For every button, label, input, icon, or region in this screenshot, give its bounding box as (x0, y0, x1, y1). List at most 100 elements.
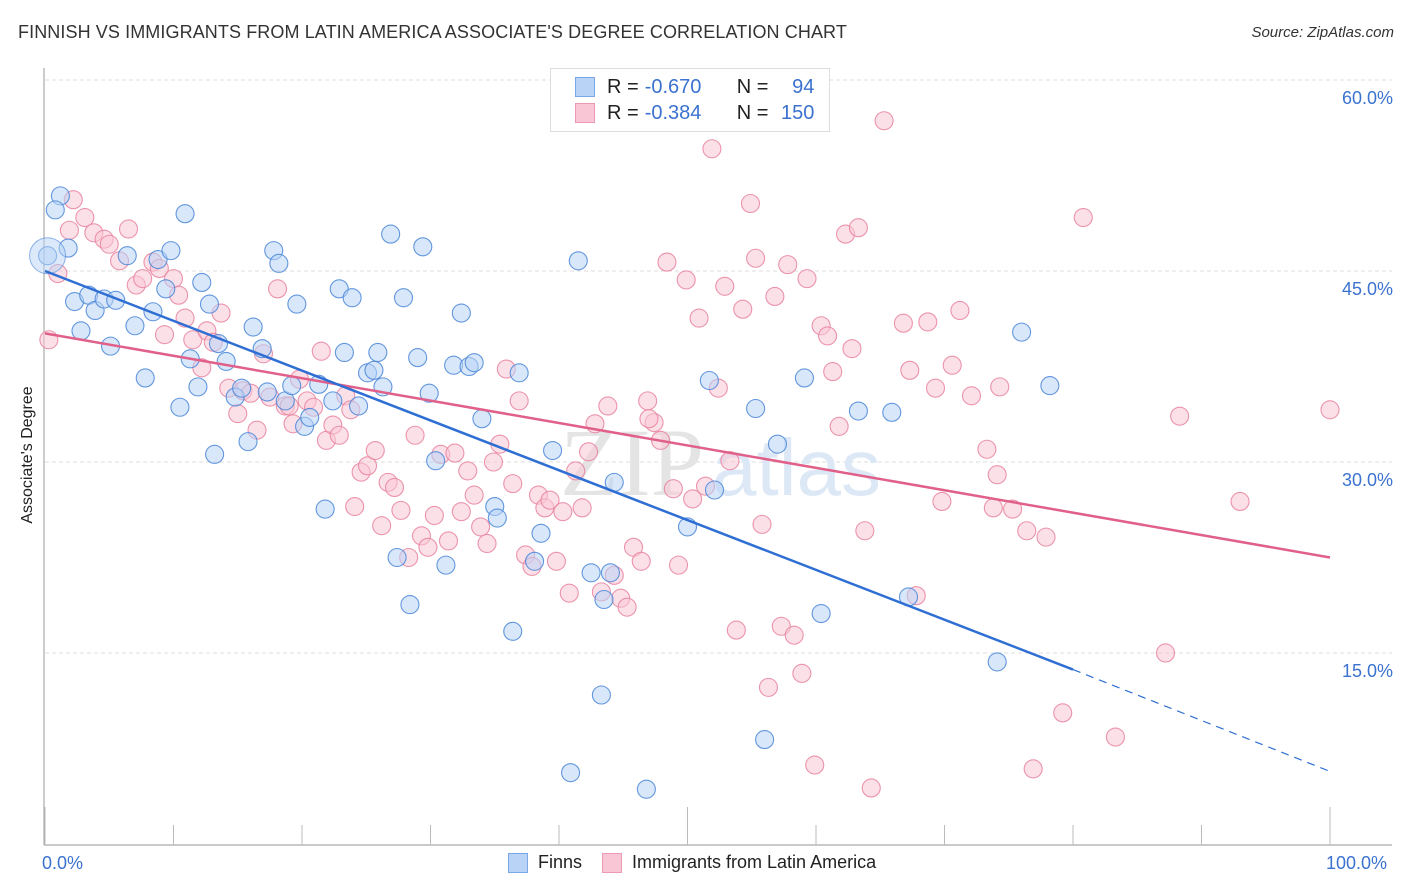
latin-r-label: R = (607, 101, 639, 124)
latin-america-point (918, 312, 938, 332)
legend-item-finns[interactable]: Finns (508, 852, 582, 873)
finns-stats-row: R = -0.670 N = 94 (575, 75, 814, 99)
latin-america-point (983, 498, 1003, 518)
latin-america-point (676, 270, 696, 290)
latin-america-point (418, 537, 438, 557)
finns-point (342, 288, 362, 308)
finns-r-value: -0.670 (644, 75, 702, 98)
latin-america-point (797, 269, 817, 289)
latin-america-point (746, 248, 766, 268)
latin-america-point (483, 452, 504, 472)
latin-america-point (405, 425, 425, 445)
gridlines (45, 79, 1392, 654)
axes (43, 68, 1392, 846)
latin-america-point (118, 219, 139, 239)
finns-point (581, 563, 601, 583)
finns-point (71, 321, 91, 341)
latin-america-point (638, 391, 658, 411)
latin-swatch (575, 103, 595, 123)
finns-point (746, 398, 766, 419)
trend-lines (44, 269, 1331, 772)
latin-america-point (925, 378, 946, 398)
latin-america-point (228, 404, 248, 424)
finns-point (531, 523, 551, 543)
finns-point (232, 378, 252, 398)
latin-america-point (702, 139, 722, 159)
finns-point (188, 377, 208, 397)
latin-america-point (99, 234, 119, 254)
watermark-atlas: atlas (712, 423, 881, 512)
finns-point (568, 251, 588, 271)
latin-america-point (329, 425, 349, 445)
finns-point (413, 237, 433, 257)
finns-point (243, 317, 263, 337)
finns-r-label: R = (607, 75, 639, 98)
finns-point (315, 499, 335, 519)
finns-n-value: 94 (792, 75, 815, 98)
latin-america-point (784, 625, 804, 645)
latin-america-point (365, 440, 385, 461)
finns-point (594, 589, 614, 610)
finns-point (161, 241, 181, 261)
latin-america-point (818, 326, 838, 346)
latin-america-point (977, 439, 997, 459)
finns-point (117, 246, 137, 266)
latin-america-trend-line (44, 332, 1331, 559)
finns-point (1012, 322, 1032, 342)
legend-swatch-finns (508, 852, 528, 873)
latin-america-point (1003, 499, 1023, 519)
latin-america-point (987, 465, 1007, 485)
latin-r-value: -0.384 (644, 101, 702, 124)
latin-america-point (311, 341, 331, 361)
finns-point (767, 434, 788, 454)
finns-point-large (29, 237, 67, 275)
finns-swatch (575, 77, 595, 97)
latin-america-point (133, 269, 153, 289)
latin-america-point (1170, 406, 1190, 426)
watermark: ZIP atlas (560, 409, 881, 516)
latin-america-point (900, 360, 920, 380)
finns-point (525, 551, 545, 571)
latin-america-point (579, 442, 599, 462)
latin-america-point (733, 299, 753, 319)
finns-point (472, 409, 492, 429)
chart-title: FINNISH VS IMMIGRANTS FROM LATIN AMERICA… (18, 22, 847, 42)
legend-label-latin-america: Immigrants from Latin America (632, 852, 877, 872)
latin-america-point (384, 477, 405, 498)
latin-america-point (1073, 207, 1093, 228)
finns-point (300, 407, 320, 427)
finns-point (156, 279, 176, 299)
latin-n-label: N = (736, 101, 769, 124)
latin-america-point (553, 502, 573, 522)
latin-america-point (154, 325, 175, 345)
latin-america-point (861, 778, 881, 798)
finns-point (794, 368, 814, 388)
finns-point (393, 288, 414, 308)
finns-point (323, 391, 343, 411)
y-tick-label-15: 15.0% (1342, 661, 1393, 681)
latin-america-point (829, 416, 849, 436)
latin-america-point (471, 517, 491, 537)
finns-n-label: N = (736, 75, 769, 98)
finns-point (509, 363, 529, 383)
finns-point (282, 376, 302, 396)
finns-point (348, 396, 369, 416)
finns-point (464, 353, 484, 373)
latin-america-point (424, 505, 444, 526)
latin-america-point (792, 663, 812, 683)
legend-swatch-latin-america (602, 852, 623, 873)
latin-america-point (183, 330, 203, 350)
latin-america-point (1320, 400, 1340, 420)
finns-point (192, 272, 212, 293)
latin-america-point (391, 500, 411, 520)
legend-item-latin-america[interactable]: Immigrants from Latin America (602, 852, 876, 873)
latin-n-value: 150 (781, 101, 815, 124)
finns-point (882, 402, 902, 422)
latin-america-point (268, 279, 288, 299)
latin-america-point (950, 300, 970, 321)
latin-america-point (1230, 491, 1250, 512)
latin-america-point (503, 474, 523, 494)
latin-america-point (805, 755, 825, 775)
finns-point (600, 563, 620, 583)
